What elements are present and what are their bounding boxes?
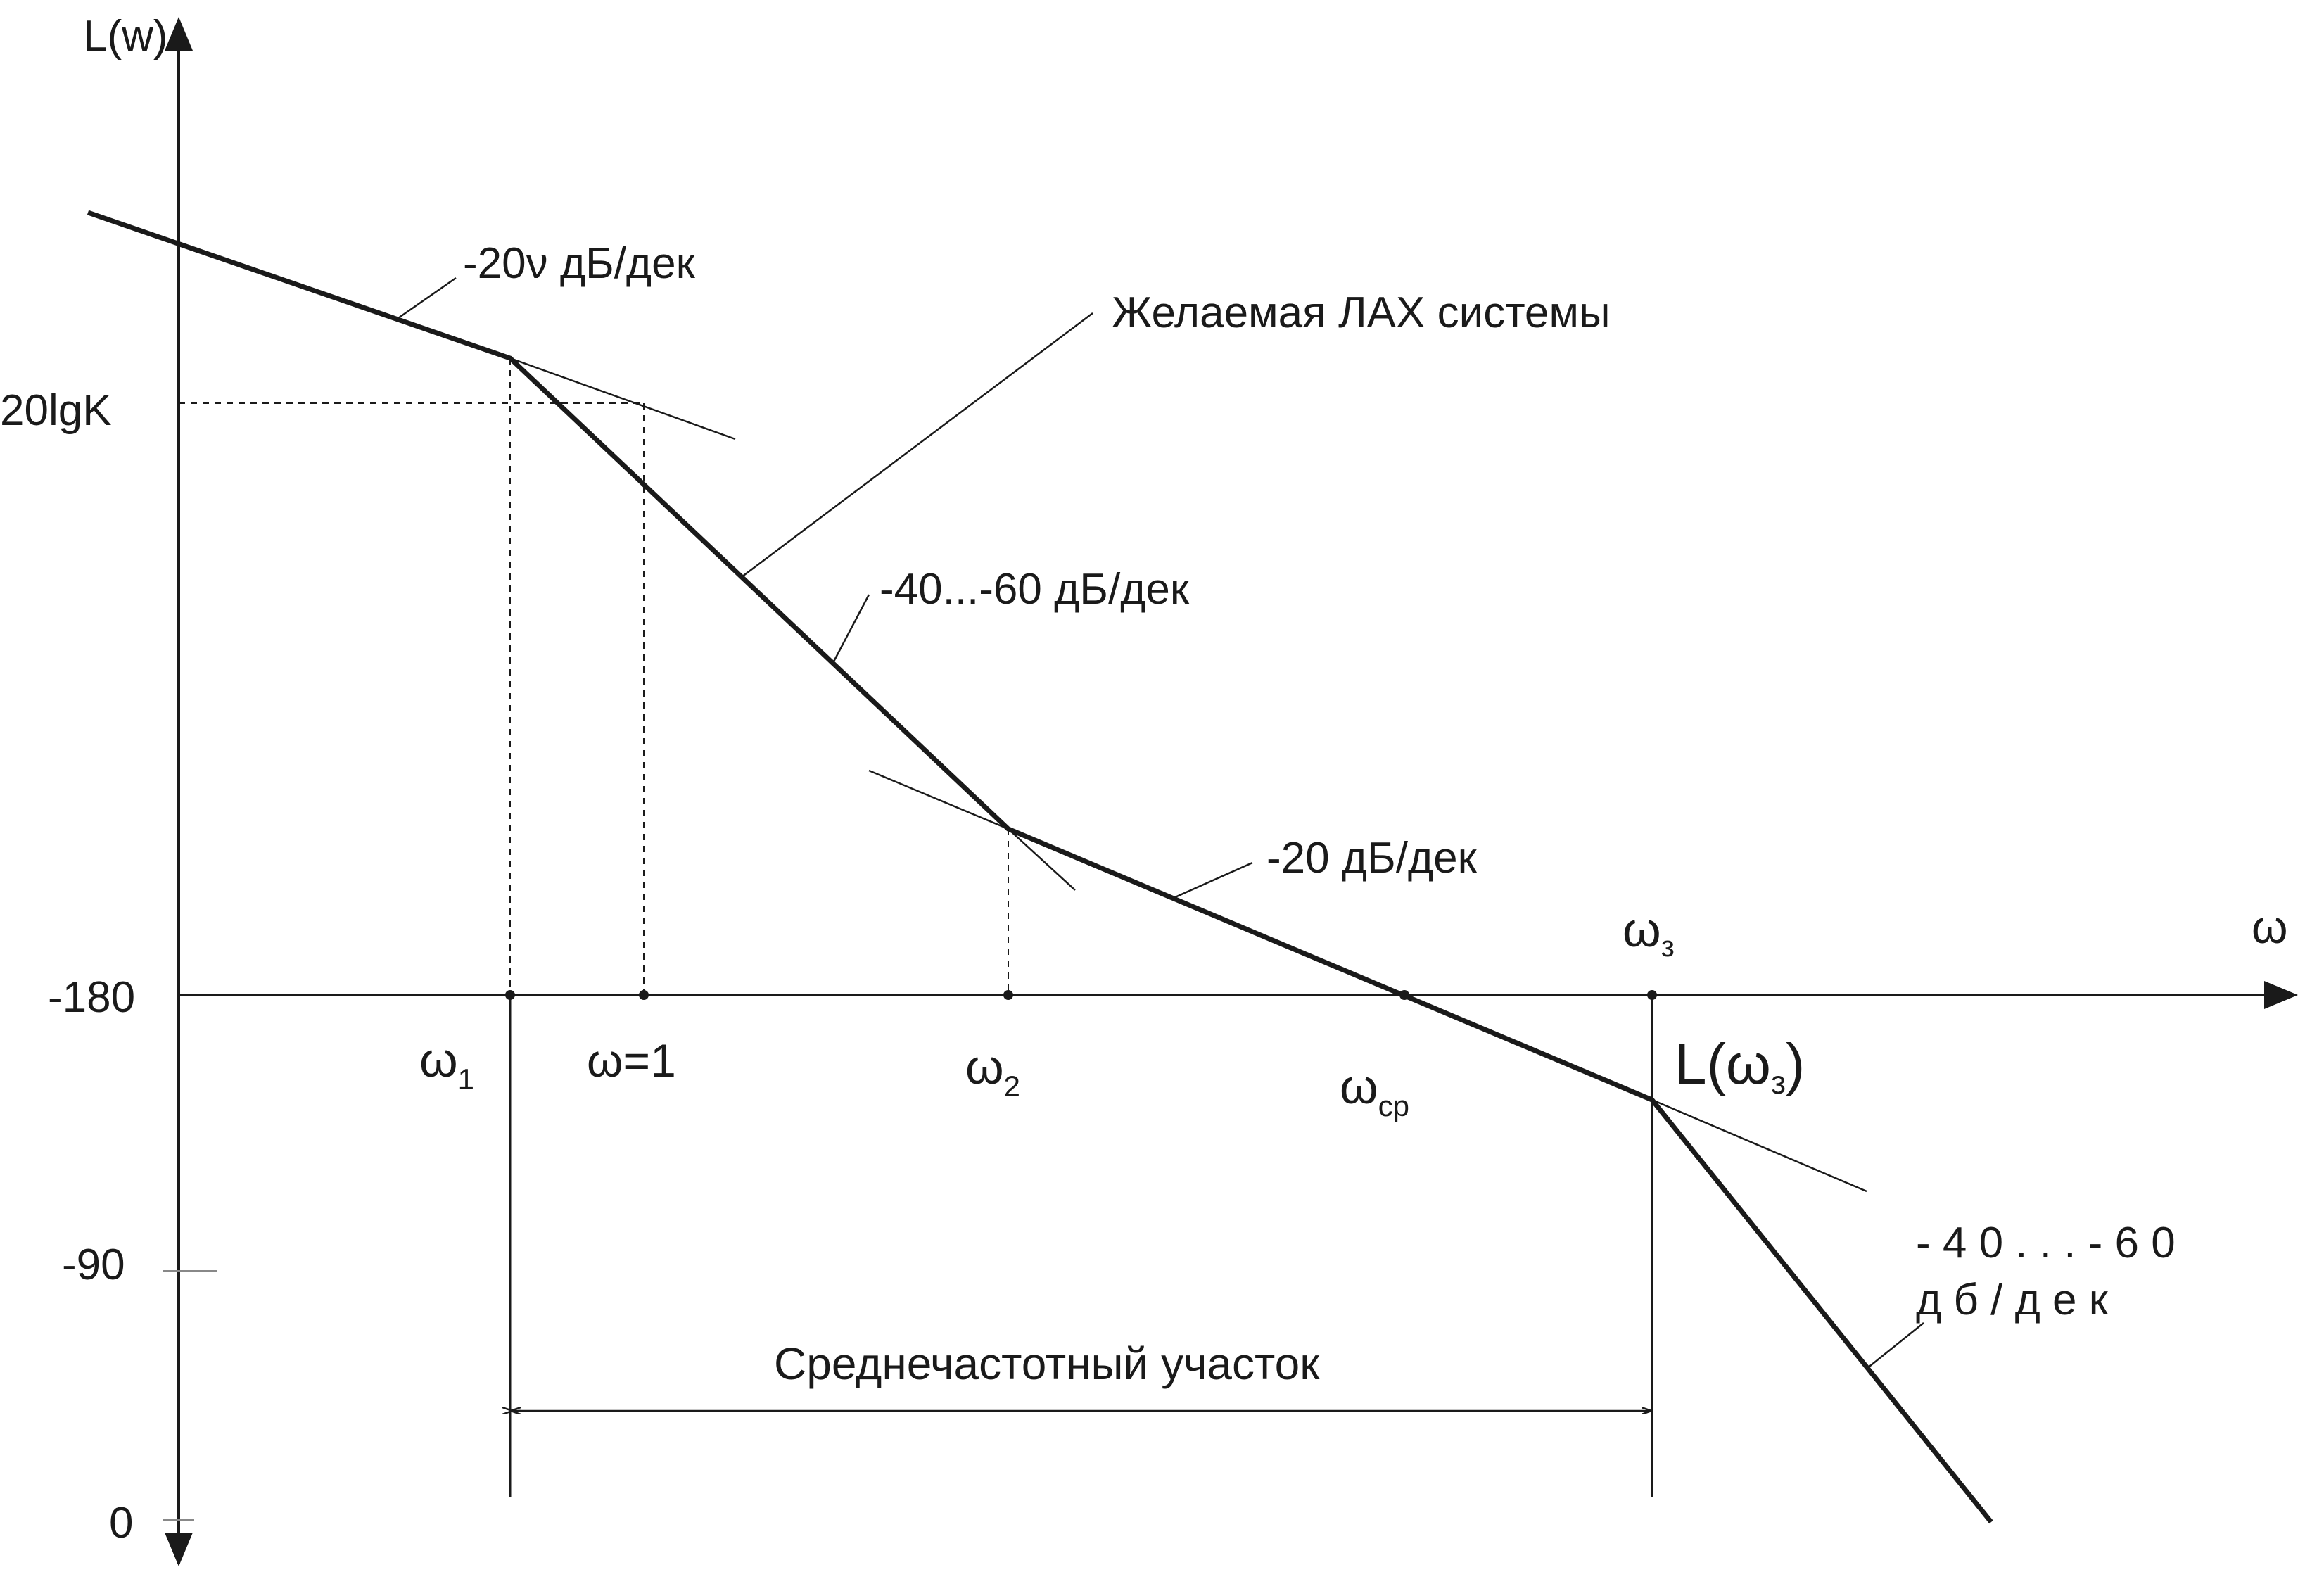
leader-slope-mid-high xyxy=(832,594,870,662)
ext-low xyxy=(509,357,736,440)
dashed-guides xyxy=(179,358,1009,995)
label-L-wz: L(ωз) xyxy=(1675,1032,1805,1101)
label-wz: ωз xyxy=(1623,902,1675,963)
point-wz xyxy=(1647,990,1657,1000)
annot-slope-mid-high: -40...-60 дБ/дек xyxy=(880,565,1190,614)
asymptote-extensions xyxy=(509,357,1867,1193)
annot-slope-high-1: - 4 0 . . . - 6 0 xyxy=(1916,1219,2176,1267)
ext-mid-right xyxy=(1651,1098,1867,1193)
label-wcp: ωср xyxy=(1340,1059,1409,1122)
annot-slope-mid: -20 дБ/дек xyxy=(1266,834,1478,882)
leader-slope-low xyxy=(398,277,457,319)
leader-slope-mid xyxy=(1173,861,1253,899)
leader-desired xyxy=(741,312,1093,578)
leader-lines xyxy=(398,277,1924,1369)
ext-mid-high xyxy=(1008,828,1076,891)
ytick-m180: -180 xyxy=(48,973,135,1022)
label-w-one: ω=1 xyxy=(587,1034,676,1086)
y-axis-label: L(w) xyxy=(83,12,168,61)
leader-slope-high xyxy=(1866,1322,1924,1369)
annot-slope-high-2: д б / д е к xyxy=(1916,1276,2109,1324)
point-w1 xyxy=(505,990,515,1000)
label-w1: ω1 xyxy=(419,1032,474,1096)
ytick-zero: 0 xyxy=(109,1499,133,1547)
x-axis-label: ω xyxy=(2252,901,2288,953)
label-w2: ω2 xyxy=(965,1039,1020,1103)
axis-points xyxy=(505,990,1657,1000)
ytick-m90: -90 xyxy=(62,1241,125,1289)
annot-mid-range: Среднечастотный участок xyxy=(774,1338,1320,1389)
point-w-one xyxy=(639,990,649,1000)
point-w2 xyxy=(1003,990,1013,1000)
annot-slope-low: -20ν дБ/дек xyxy=(463,239,696,288)
point-wcp xyxy=(1399,990,1409,1000)
ytick-20lgk: 20lgK xyxy=(0,386,112,435)
annot-desired: Желаемая ЛАХ системы xyxy=(1112,289,1611,337)
ext-mid-left xyxy=(868,769,1009,830)
desired-lax-curve xyxy=(87,210,1993,1524)
